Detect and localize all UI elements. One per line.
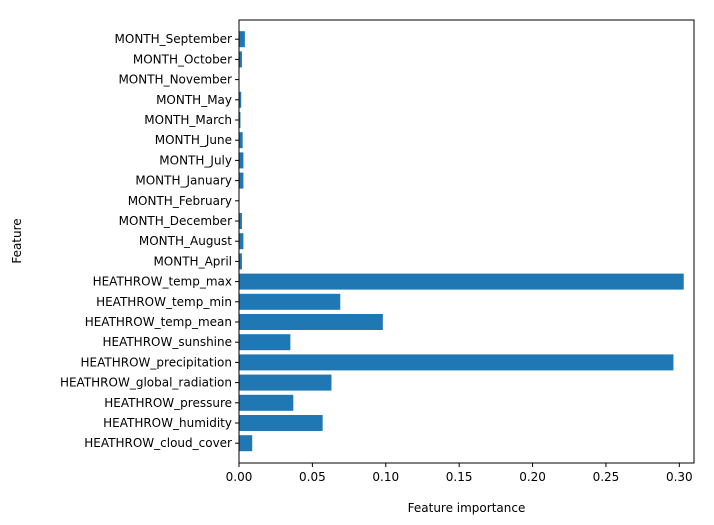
y-tick-label: HEATHROW_temp_min [96, 295, 232, 309]
y-tick-label: MONTH_October [133, 52, 232, 66]
bar [239, 354, 674, 371]
y-tick-label: HEATHROW_cloud_cover [84, 436, 232, 450]
y-tick-label: HEATHROW_temp_mean [85, 315, 232, 329]
y-tick-label: MONTH_May [156, 93, 232, 107]
bar [239, 334, 291, 351]
x-tick-label: 0.20 [519, 470, 546, 484]
bar [239, 435, 253, 452]
x-tick-label: 0.05 [299, 470, 326, 484]
bar [239, 112, 241, 128]
y-tick-label: MONTH_September [115, 32, 233, 46]
bar [239, 253, 242, 270]
x-tick-label: 0.10 [372, 470, 399, 484]
y-axis-label: Feature [10, 218, 24, 263]
x-ticks-group: 0.00 0.05 0.10 0.15 0.20 0.25 0.30 [226, 463, 693, 484]
y-tick-label: HEATHROW_pressure [104, 396, 232, 410]
y-tick-label: HEATHROW_temp_max [93, 275, 232, 289]
bar [239, 31, 245, 48]
y-tick-label: MONTH_July [159, 153, 232, 167]
bar [239, 172, 244, 189]
bar [239, 293, 341, 310]
bar [239, 132, 243, 149]
bars-group [239, 31, 684, 452]
bar [239, 374, 332, 391]
y-tick-label: MONTH_February [128, 194, 232, 208]
x-tick-label: 0.25 [593, 470, 620, 484]
plot-frame [238, 19, 695, 464]
bar [239, 273, 684, 290]
y-tick-label: HEATHROW_global_radiation [60, 376, 232, 390]
x-tick-label: 0.15 [446, 470, 473, 484]
bar [239, 233, 244, 250]
x-tick-label: 0.00 [226, 470, 253, 484]
bar [239, 415, 323, 431]
y-tick-label: HEATHROW_precipitation [81, 355, 232, 369]
y-tick-label: HEATHROW_humidity [103, 416, 232, 430]
y-tick-label: MONTH_August [139, 234, 232, 248]
y-tick-label: MONTH_June [155, 133, 232, 147]
y-tick-label: MONTH_December [119, 214, 232, 228]
y-ticks-group: HEATHROW_cloud_cover HEATHROW_humidity HEA… [60, 32, 239, 450]
x-tick-label: 0.30 [666, 470, 693, 484]
y-tick-label: MONTH_January [135, 174, 232, 188]
y-tick-label: MONTH_April [153, 254, 232, 268]
bar [239, 152, 244, 169]
y-tick-label: MONTH_March [144, 113, 232, 127]
bar [239, 51, 242, 68]
bar [239, 394, 294, 411]
y-tick-label: MONTH_November [118, 73, 232, 87]
bar [239, 213, 242, 229]
bar [239, 314, 383, 330]
y-tick-label: HEATHROW_sunshine [102, 335, 232, 349]
bar [239, 91, 242, 108]
x-axis-label: Feature importance [408, 501, 526, 515]
